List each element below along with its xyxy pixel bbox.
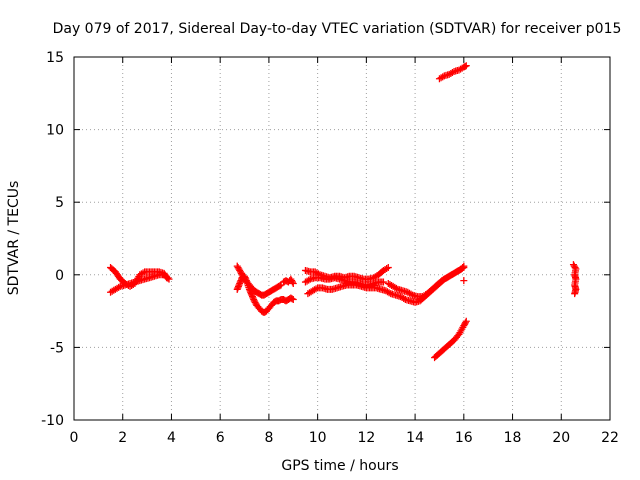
data-point [462,62,470,70]
series-arc-5 [280,275,297,288]
data-point [400,295,408,303]
x-tick-label: 8 [264,430,273,446]
series-arc-2 [107,264,171,290]
data-point [571,290,579,298]
x-axis-title: GPS time / hours [281,458,398,474]
x-tick-label: 0 [70,430,79,446]
axis-ticks: 0 2 4 6 8 10 12 14 16 18 20 22 -10 -5 0 5 10 15 [41,50,619,446]
data-point [162,272,170,280]
data-point [163,274,171,282]
data-point [461,319,469,327]
gridlines [74,57,610,420]
data-point [314,270,322,278]
y-tick-label: 10 [46,123,64,139]
series-arc-11 [435,62,470,83]
series-arc-10 [431,317,470,362]
data-point [139,269,147,277]
data-point [115,283,123,291]
data-point [384,264,392,272]
data-point [288,278,296,286]
x-tick-label: 10 [309,430,327,446]
x-tick-label: 4 [167,430,176,446]
x-tick-label: 20 [552,430,570,446]
data-point [289,295,297,303]
data-point [460,262,468,270]
x-tick-label: 2 [118,430,127,446]
chart-title: Day 079 of 2017, Sidereal Day-to-day VTE… [53,21,622,37]
data-point [276,282,284,290]
data-point [383,265,391,273]
series-arc-8 [301,264,392,283]
y-tick-label: 0 [55,268,64,284]
x-tick-label: 14 [406,430,424,446]
x-tick-label: 12 [357,430,375,446]
data-points [107,62,580,362]
data-point [385,289,393,297]
data-point [439,73,447,81]
x-tick-label: 22 [601,430,619,446]
series-arc-12 [460,277,468,285]
data-point [459,264,467,272]
y-tick-label: 5 [55,195,64,211]
data-point [312,285,320,293]
data-point [462,317,470,325]
data-point [289,280,297,288]
x-tick-label: 16 [455,430,473,446]
x-tick-label: 18 [504,430,522,446]
data-point [448,68,456,76]
y-tick-label: -10 [41,413,64,429]
series-arc-4 [233,272,297,317]
data-point [305,276,313,284]
data-point [379,278,387,286]
data-point [460,277,468,285]
series-arc-9 [384,262,468,301]
y-tick-label: 15 [46,50,64,66]
data-point [392,284,400,292]
data-point [461,62,469,70]
y-axis-title: SDTVAR / TECUs [6,181,22,296]
series-arc-13 [569,261,580,298]
x-tick-label: 6 [216,430,225,446]
data-point [288,295,296,303]
plot-frame [73,56,611,421]
y-tick-label: -5 [50,340,64,356]
data-point [407,290,415,298]
